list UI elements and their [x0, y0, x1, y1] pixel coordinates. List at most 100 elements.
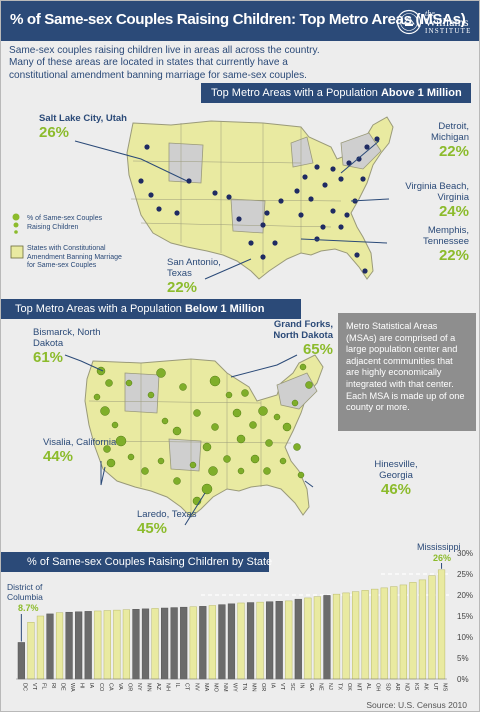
- label-laredo: Laredo, Texas 45%: [137, 509, 197, 537]
- bar-MT: [352, 591, 360, 680]
- tick-label-WY: WY: [231, 683, 237, 692]
- bar-VA: [113, 609, 121, 680]
- tick-label-HI: HI: [79, 683, 85, 689]
- label-name: Bismarck, North Dakota: [33, 327, 101, 349]
- bar-VT: [275, 601, 283, 680]
- bar-MO: [208, 605, 216, 680]
- tick-label-ND: ND: [403, 683, 409, 691]
- logo-line-3: INSTITUTE: [425, 27, 472, 35]
- tick-label-MN: MN: [251, 683, 257, 692]
- label-san-antonio: San Antonio, Texas 22%: [167, 257, 237, 296]
- tick-label-RI: RI: [50, 683, 56, 689]
- bar-CT: [180, 606, 188, 680]
- section-1-title-bold: Above 1 Million: [380, 87, 462, 99]
- tick-label-OR: OR: [126, 683, 132, 691]
- logo-line-1: the: [425, 9, 435, 18]
- tick-label-IA: IA: [88, 683, 94, 689]
- tick-label-TN: TN: [241, 683, 247, 690]
- source-note: Source: U.S. Census 2010: [366, 700, 467, 710]
- bar-OK: [342, 592, 350, 680]
- bar-RI: [46, 613, 54, 680]
- bar-GA: [304, 597, 312, 680]
- label-name: San Antonio, Texas: [167, 257, 221, 279]
- tick-label-OH: OH: [375, 683, 381, 691]
- y-tick-30: 30%: [457, 549, 473, 558]
- williams-institute-logo: the Williams INSTITUTE: [396, 9, 474, 35]
- annotation-dc-label-2: Columbia: [7, 592, 43, 602]
- intro-text: Same-sex couples raising children live i…: [9, 45, 320, 81]
- bar-AZ: [151, 608, 159, 680]
- tick-label-IN: IN: [298, 683, 304, 689]
- bar-DE: [55, 612, 64, 680]
- bar-WA: [65, 611, 73, 680]
- label-hinesville: Hinesville, Georgia 46%: [361, 459, 431, 498]
- bar-NM: [218, 604, 226, 680]
- bar-OR: [122, 609, 131, 680]
- label-pct: 45%: [137, 520, 168, 537]
- map-small-metros: [64, 354, 324, 526]
- label-pct: 65%: [302, 341, 333, 358]
- header-bar: % of Same-sex Couples Raising Children: …: [1, 1, 479, 41]
- bar-HI: [75, 611, 83, 680]
- bar-TN: [237, 602, 245, 680]
- seal-icon: [396, 9, 422, 35]
- bar-MS: [437, 569, 446, 680]
- leader-lines-2: [64, 354, 314, 526]
- bar-UT: [428, 575, 436, 680]
- tick-label-AR: AR: [394, 683, 400, 691]
- bar-IL: [170, 607, 178, 680]
- amendment-legend-swatch: [10, 245, 24, 259]
- tick-label-DC: DC: [21, 683, 27, 691]
- tick-label-VT: VT: [31, 683, 37, 691]
- metro-circles-2: [93, 363, 313, 506]
- tick-label-NV: NV: [193, 683, 199, 691]
- bar-WY: [227, 603, 236, 680]
- section-3-title: % of Same-sex Couples Raising Children b…: [1, 552, 272, 572]
- tick-label-UT: UT: [432, 683, 438, 691]
- tick-label-MS: MS: [442, 683, 448, 692]
- state-bar-chart: DC VT FL RI DE WA HI IA CO CA VA OR NY MN AZ NH IL CT NV MA…: [7, 542, 473, 693]
- label-grand-forks: Grand Forks, North Dakota 65%: [259, 319, 333, 358]
- bar-NH: [161, 607, 169, 680]
- annotation-dc-value: 8.7%: [18, 603, 39, 613]
- bar-MN: [246, 602, 255, 680]
- bar-OR: [256, 601, 264, 680]
- tick-label-KS: KS: [413, 683, 419, 691]
- tick-label-IL: IL: [174, 683, 180, 688]
- tick-label-SC: SC: [289, 683, 295, 691]
- label-name: Salt Lake City, Utah: [39, 113, 127, 124]
- legend-states-label: States with Constitutional Amendment Ban…: [27, 245, 122, 270]
- bar-ND: [399, 584, 407, 680]
- tick-label-MN: MN: [146, 683, 152, 692]
- tick-label-AL: AL: [365, 683, 371, 690]
- label-pct: 46%: [380, 481, 412, 498]
- label-name: Virginia Beach, Virginia: [405, 181, 469, 203]
- bar-FL: [36, 615, 45, 680]
- tick-label-NM: NM: [222, 683, 228, 692]
- tick-label-MT: MT: [356, 683, 362, 692]
- y-tick-10: 10%: [457, 633, 473, 642]
- bar-AK: [418, 579, 427, 680]
- tick-label-AZ: AZ: [155, 683, 161, 691]
- tick-label-CO: CO: [98, 683, 104, 692]
- label-pct: 22%: [438, 143, 469, 160]
- label-virginia-beach: Virginia Beach, Virginia 24%: [393, 181, 469, 220]
- y-tick-15: 15%: [457, 612, 473, 621]
- metro-dots-1: [138, 136, 380, 274]
- page-title: % of Same-sex Couples Raising Children: …: [10, 11, 466, 28]
- label-pct: 22%: [438, 247, 469, 264]
- annotation-ms-value: 26%: [433, 553, 451, 563]
- label-name: Grand Forks, North Dakota: [273, 319, 333, 341]
- label-name: Detroit, Michigan: [430, 121, 469, 143]
- y-tick-5: 5%: [457, 654, 469, 663]
- bar-OH: [371, 588, 379, 680]
- bar-IA: [84, 611, 92, 680]
- tick-label-VT: VT: [279, 683, 285, 691]
- section-2-title-bold: Below 1 Million: [184, 303, 265, 315]
- label-name: Hinesville, Georgia: [374, 459, 418, 481]
- label-name: Visalia, California: [43, 437, 117, 448]
- tick-label-SD: SD: [384, 683, 390, 691]
- green-dots-legend-icon: [12, 213, 20, 234]
- bar-DC: [17, 642, 25, 680]
- section-2-title-text: Top Metro Areas with a Population: [15, 303, 185, 315]
